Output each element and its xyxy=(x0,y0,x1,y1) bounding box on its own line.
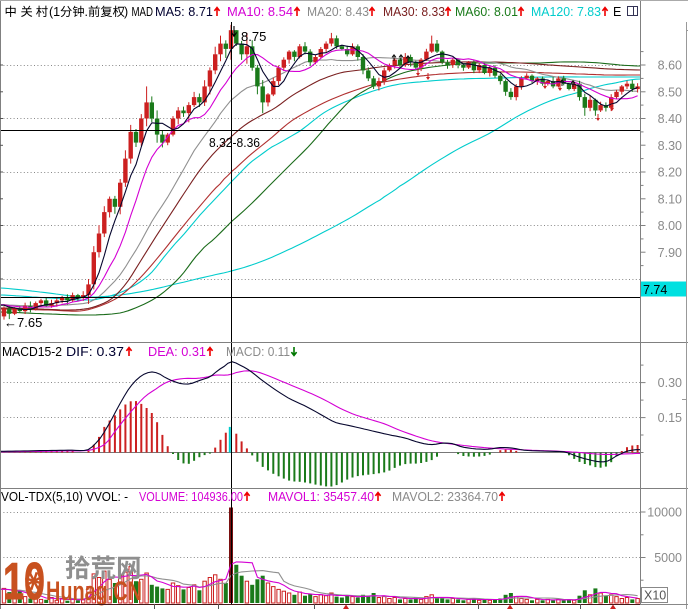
svg-text:8.10: 8.10 xyxy=(658,192,682,206)
svg-text:MA60: 8.01: MA60: 8.01 xyxy=(455,5,518,19)
svg-text:Hunag.CN: Hunag.CN xyxy=(46,576,142,606)
svg-text:7.74: 7.74 xyxy=(643,283,667,297)
svg-text:DIF: 0.37: DIF: 0.37 xyxy=(66,345,124,359)
svg-text:10000: 10000 xyxy=(647,506,682,520)
svg-text:MACD15-2: MACD15-2 xyxy=(2,345,62,359)
svg-text:MAVOL1: 35457.40: MAVOL1: 35457.40 xyxy=(268,490,374,504)
svg-text:8.00: 8.00 xyxy=(658,219,682,233)
svg-text:8.75: 8.75 xyxy=(241,29,266,44)
svg-text:X10: X10 xyxy=(644,589,666,603)
svg-text:MA30: 8.33: MA30: 8.33 xyxy=(383,5,445,19)
svg-text:0.15: 0.15 xyxy=(658,411,682,425)
svg-text:0.30: 0.30 xyxy=(658,376,682,390)
svg-text:MACD: 0.11: MACD: 0.11 xyxy=(226,345,290,359)
svg-text:MA20: 8.43: MA20: 8.43 xyxy=(307,5,369,19)
svg-text:8.20: 8.20 xyxy=(658,166,682,180)
svg-text:(1: (1 xyxy=(49,5,60,19)
svg-text:8.30: 8.30 xyxy=(658,139,682,153)
svg-text:8.40: 8.40 xyxy=(658,112,682,126)
svg-text:E: E xyxy=(613,5,621,19)
svg-text:8.32-8.36: 8.32-8.36 xyxy=(209,135,260,150)
svg-text:8.60: 8.60 xyxy=(658,59,682,73)
svg-text:DEA: 0.31: DEA: 0.31 xyxy=(148,345,206,359)
svg-text:.: . xyxy=(85,5,88,19)
svg-text:VOLUME: 104936.00: VOLUME: 104936.00 xyxy=(139,490,243,504)
svg-text:7.90: 7.90 xyxy=(658,246,682,260)
svg-text:8.50: 8.50 xyxy=(658,85,682,99)
svg-text:MAD: MAD xyxy=(132,5,154,19)
svg-text:←7.65: ←7.65 xyxy=(4,315,42,330)
svg-text:VOL-TDX(5,10) VVOL: -: VOL-TDX(5,10) VVOL: - xyxy=(1,490,128,504)
svg-text:5000: 5000 xyxy=(654,551,682,565)
svg-text:): ) xyxy=(124,5,128,19)
svg-text:MA5: 8.71: MA5: 8.71 xyxy=(155,5,213,19)
svg-text:MAVOL2: 23364.70: MAVOL2: 23364.70 xyxy=(392,490,498,504)
svg-text:MA10: 8.54: MA10: 8.54 xyxy=(227,5,293,19)
svg-text:MA120: 7.83: MA120: 7.83 xyxy=(531,5,601,19)
